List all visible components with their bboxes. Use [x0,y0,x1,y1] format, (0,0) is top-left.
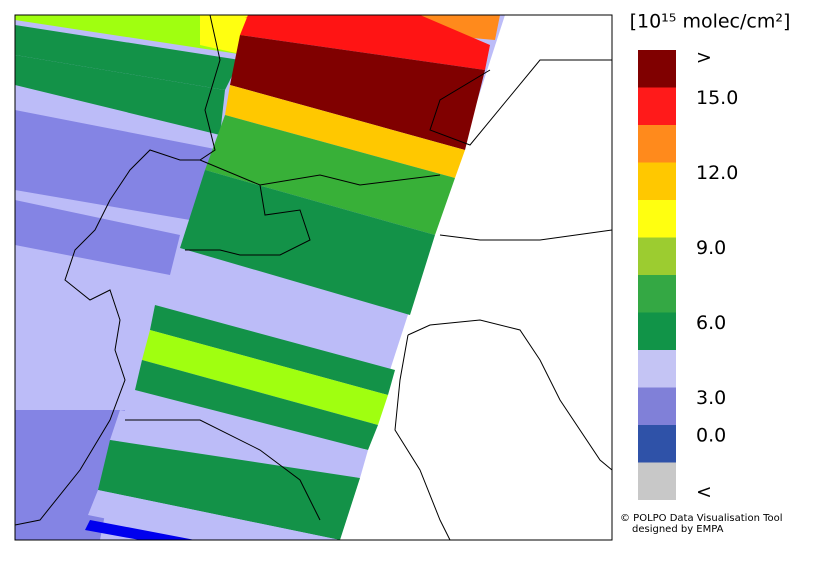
credit: © POLPO Data Visualisation Tool [620,513,783,524]
legend-swatch [638,312,676,350]
credit: designed by EMPA [632,524,724,535]
legend-label: > [696,47,712,69]
legend-label: 12.0 [696,162,738,184]
legend-label: 15.0 [696,87,738,109]
map-frame [14,14,613,541]
legend-label: 3.0 [696,387,726,409]
legend-label: 0.0 [696,424,726,446]
legend-swatch [638,275,676,313]
swath [15,15,505,540]
legend-swatch [638,87,676,125]
borders [15,15,612,540]
legend: >15.0 12.0 9.0 6.0 3.0 0.0 < [638,47,738,503]
legend-label: < [696,481,712,503]
legend-title: [10¹⁵ molec/cm²] [630,11,791,33]
legend-swatch [638,200,676,238]
legend-label: 6.0 [696,312,726,334]
legend-label: 9.0 [696,237,726,259]
legend-swatch [638,237,676,275]
legend-swatch [638,162,676,200]
legend-swatch [638,387,676,425]
legend-swatch [638,125,676,163]
legend-swatch [638,350,676,388]
legend-swatch [638,462,676,500]
legend-swatch [638,50,676,88]
legend-swatch [638,425,676,463]
